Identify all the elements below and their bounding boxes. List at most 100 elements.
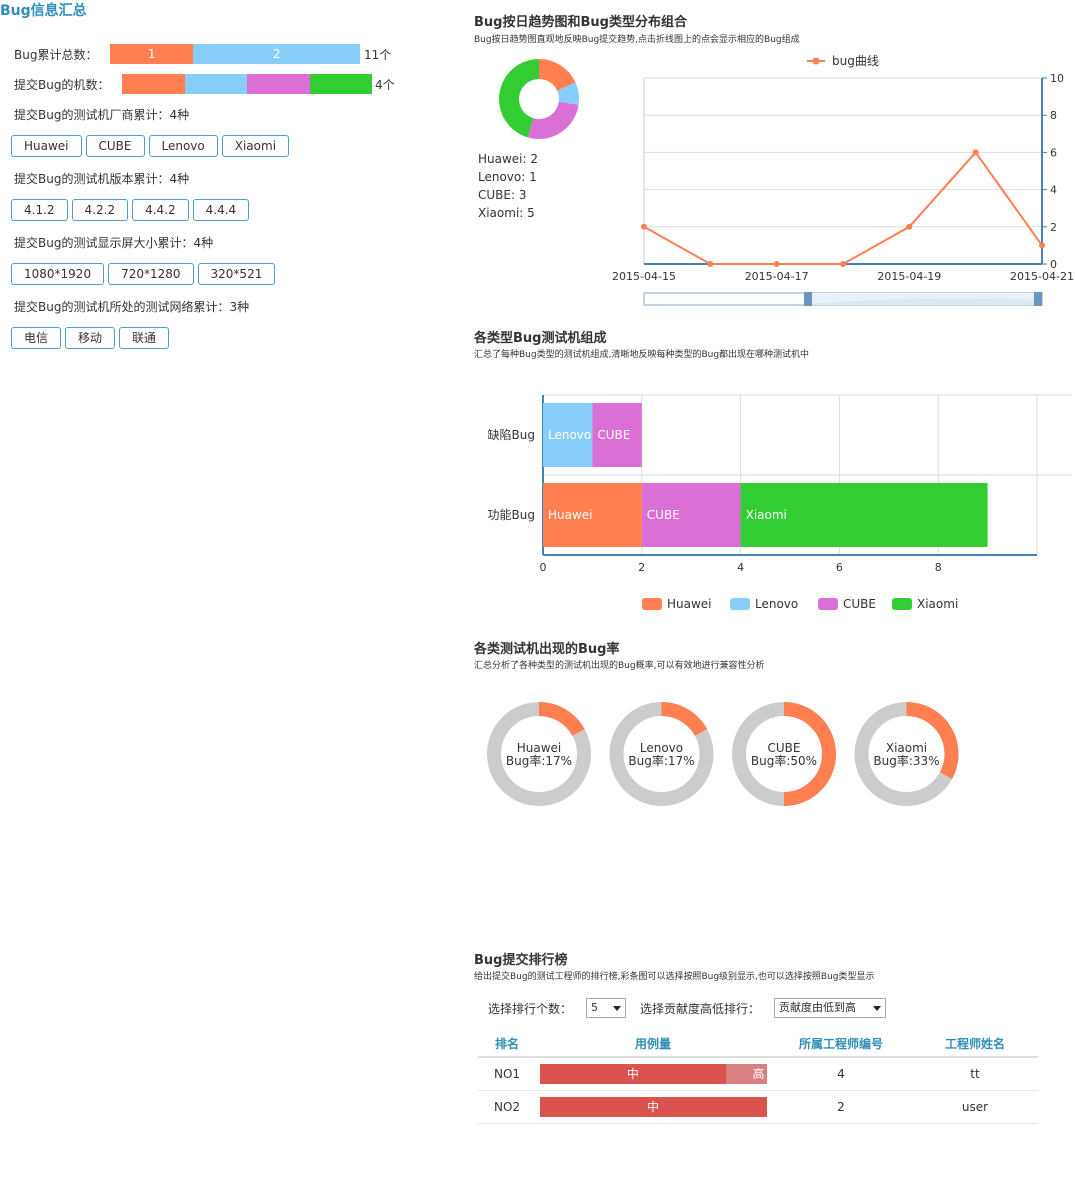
machines-label: 提交Bug的机数：: [14, 78, 110, 92]
screen-tag[interactable]: 320*521: [197, 263, 276, 285]
legend-label[interactable]: Xiaomi: [917, 597, 958, 611]
bar-xiaomi[interactable]: [740, 483, 988, 547]
x-tick-label: 2015-04-21: [1010, 270, 1074, 283]
version-tag[interactable]: 4.4.4: [192, 199, 250, 221]
engineer-id-cell: 2: [770, 1090, 912, 1124]
data-point[interactable]: [707, 261, 714, 267]
pie-slice-cube[interactable]: [527, 101, 579, 139]
vendor-tag-huawei[interactable]: Huawei: [11, 135, 82, 157]
rate-ring-fill-lenovo[interactable]: [661, 702, 708, 737]
legend-swatch: [730, 598, 750, 610]
bar-cube[interactable]: [592, 403, 642, 467]
machines-bar-segment: [184, 74, 247, 94]
cases-bar-segment[interactable]: 中: [539, 1097, 767, 1117]
rank-count-select[interactable]: 5: [586, 998, 626, 1018]
data-point[interactable]: [1039, 242, 1045, 249]
y-tick-label: 10: [1050, 72, 1064, 85]
header-engineer-id: 所属工程师编号: [770, 1030, 912, 1058]
ranking-table: 排名 用例量 所属工程师编号 工程师姓名 NO1 中高 4 tt NO2 中 2 user: [478, 1030, 1038, 1124]
zoom-handle-right[interactable]: [1034, 292, 1042, 306]
bar-label: Huawei: [548, 508, 593, 522]
total-label: Bug累计总数：: [14, 48, 98, 62]
data-point[interactable]: [906, 223, 913, 230]
data-point[interactable]: [641, 223, 647, 230]
total-bar-segment: 2: [193, 44, 360, 64]
rate-name: Huawei: [517, 741, 562, 755]
category-label: 缺陷Bug: [488, 427, 535, 442]
trend-title: Bug按日趋势图和Bug类型分布组合: [474, 15, 687, 30]
cases-bar: 中: [539, 1097, 767, 1117]
rate-subtitle: 汇总分析了各种类型的测试机出现的Bug概率,可以有效地进行兼容性分析: [474, 661, 765, 671]
rate-ring-fill-cube[interactable]: [783, 702, 836, 806]
pie-slice-lenovo[interactable]: [557, 82, 579, 105]
y-tick-label: 4: [1050, 184, 1057, 197]
pie-legend-item: CUBE: 3: [478, 188, 527, 202]
data-point[interactable]: [773, 261, 780, 267]
ranking-subtitle: 给出提交Bug的测试工程师的排行榜,彩条图可以选择按照Bug级别显示,也可以选择…: [474, 972, 875, 982]
network-tag[interactable]: 移动: [65, 327, 116, 349]
versions-tags: 4.1.2 4.2.2 4.4.2 4.4.4: [11, 199, 250, 221]
legend-swatch: [818, 598, 838, 610]
network-tag[interactable]: 联通: [119, 327, 170, 349]
rank-order-value: 贡献度由低到高: [779, 1001, 856, 1014]
engineer-name-cell: tt: [912, 1057, 1038, 1091]
legend-label[interactable]: bug曲线: [832, 54, 879, 68]
networks-tags: 电信 移动 联通: [11, 327, 170, 349]
bug-type-donut-chart[interactable]: [474, 50, 614, 150]
rate-ring-fill-xiaomi[interactable]: [906, 702, 959, 780]
version-tag[interactable]: 4.2.2: [71, 199, 129, 221]
cases-cell: 中高: [536, 1057, 770, 1091]
rate-name: CUBE: [768, 741, 801, 755]
version-tag[interactable]: 4.4.2: [132, 199, 189, 221]
data-point[interactable]: [840, 261, 846, 267]
x-tick-label: 2015-04-19: [877, 270, 941, 283]
legend-label[interactable]: CUBE: [843, 597, 876, 611]
bar-cube[interactable]: [641, 483, 741, 547]
vendor-tag-xiaomi[interactable]: Xiaomi: [221, 135, 290, 157]
screen-tag[interactable]: 720*1280: [108, 263, 194, 285]
pie-slice-huawei[interactable]: [539, 59, 576, 91]
x-tick-label: 2015-04-17: [745, 270, 809, 283]
x-tick-label: 2015-04-15: [612, 270, 676, 283]
bar-label: CUBE: [647, 508, 680, 522]
pie-legend-item: Huawei: 2: [478, 152, 539, 166]
vendor-tag-lenovo[interactable]: Lenovo: [148, 135, 218, 157]
bug-trend-line-chart[interactable]: bug曲线 0 2 4 6 8 10 2015-04-15 2015-04-17 2015-04-…: [600, 48, 1075, 313]
cases-bar: 中高: [539, 1064, 767, 1084]
vendor-tag-cube[interactable]: CUBE: [85, 135, 145, 157]
engineer-name-cell: user: [912, 1090, 1038, 1124]
header-cases: 用例量: [536, 1030, 770, 1058]
bug-composition-bar-chart[interactable]: 0 2 4 6 8 缺陷Bug Lenovo CUBE 功能Bug Huawei CUBE Xiaom…: [474, 385, 1074, 620]
composition-subtitle: 汇总了每种Bug类型的测试机组成,清晰地反映每种类型的Bug都出现在哪种测试机中: [474, 350, 810, 360]
bug-rate-donuts[interactable]: HuaweiBug率:17%LenovoBug率:17%CUBEBug率:50%…: [474, 690, 974, 820]
machines-suffix: 4个: [375, 78, 395, 92]
data-point[interactable]: [972, 149, 979, 156]
legend-label[interactable]: Lenovo: [755, 597, 798, 611]
machines-bar-segment: [247, 74, 310, 94]
table-row: NO2 中 2 user: [478, 1090, 1038, 1124]
screen-tag[interactable]: 1080*1920: [11, 263, 105, 285]
rate-ring-fill-huawei[interactable]: [538, 702, 585, 737]
y-tick-label: 8: [1050, 109, 1057, 122]
version-tag[interactable]: 4.1.2: [11, 199, 68, 221]
rank-order-select[interactable]: 贡献度由低到高: [774, 998, 886, 1018]
cases-bar-segment[interactable]: 中: [539, 1064, 727, 1084]
total-suffix: 11个: [364, 48, 392, 62]
x-tick-label: 2: [638, 561, 645, 574]
rate-value: Bug率:50%: [751, 753, 817, 768]
pie-slice-xiaomi[interactable]: [499, 59, 539, 138]
y-tick-label: 2: [1050, 221, 1057, 234]
network-tag[interactable]: 电信: [11, 327, 62, 349]
cases-bar-segment[interactable]: 高: [726, 1064, 767, 1084]
legend-swatch: [642, 598, 662, 610]
bar-label: CUBE: [597, 428, 630, 442]
versions-label: 提交Bug的测试机版本累计：4种: [14, 172, 190, 186]
chevron-down-icon: [873, 1006, 881, 1011]
bar-lenovo[interactable]: [543, 403, 593, 467]
y-tick-label: 0: [1050, 258, 1057, 271]
zoom-handle-left[interactable]: [804, 292, 812, 306]
bar-huawei[interactable]: [543, 483, 642, 547]
legend-label[interactable]: Huawei: [667, 597, 712, 611]
engineer-id-cell: 4: [770, 1057, 912, 1091]
rank-count-value: 5: [591, 1001, 598, 1014]
